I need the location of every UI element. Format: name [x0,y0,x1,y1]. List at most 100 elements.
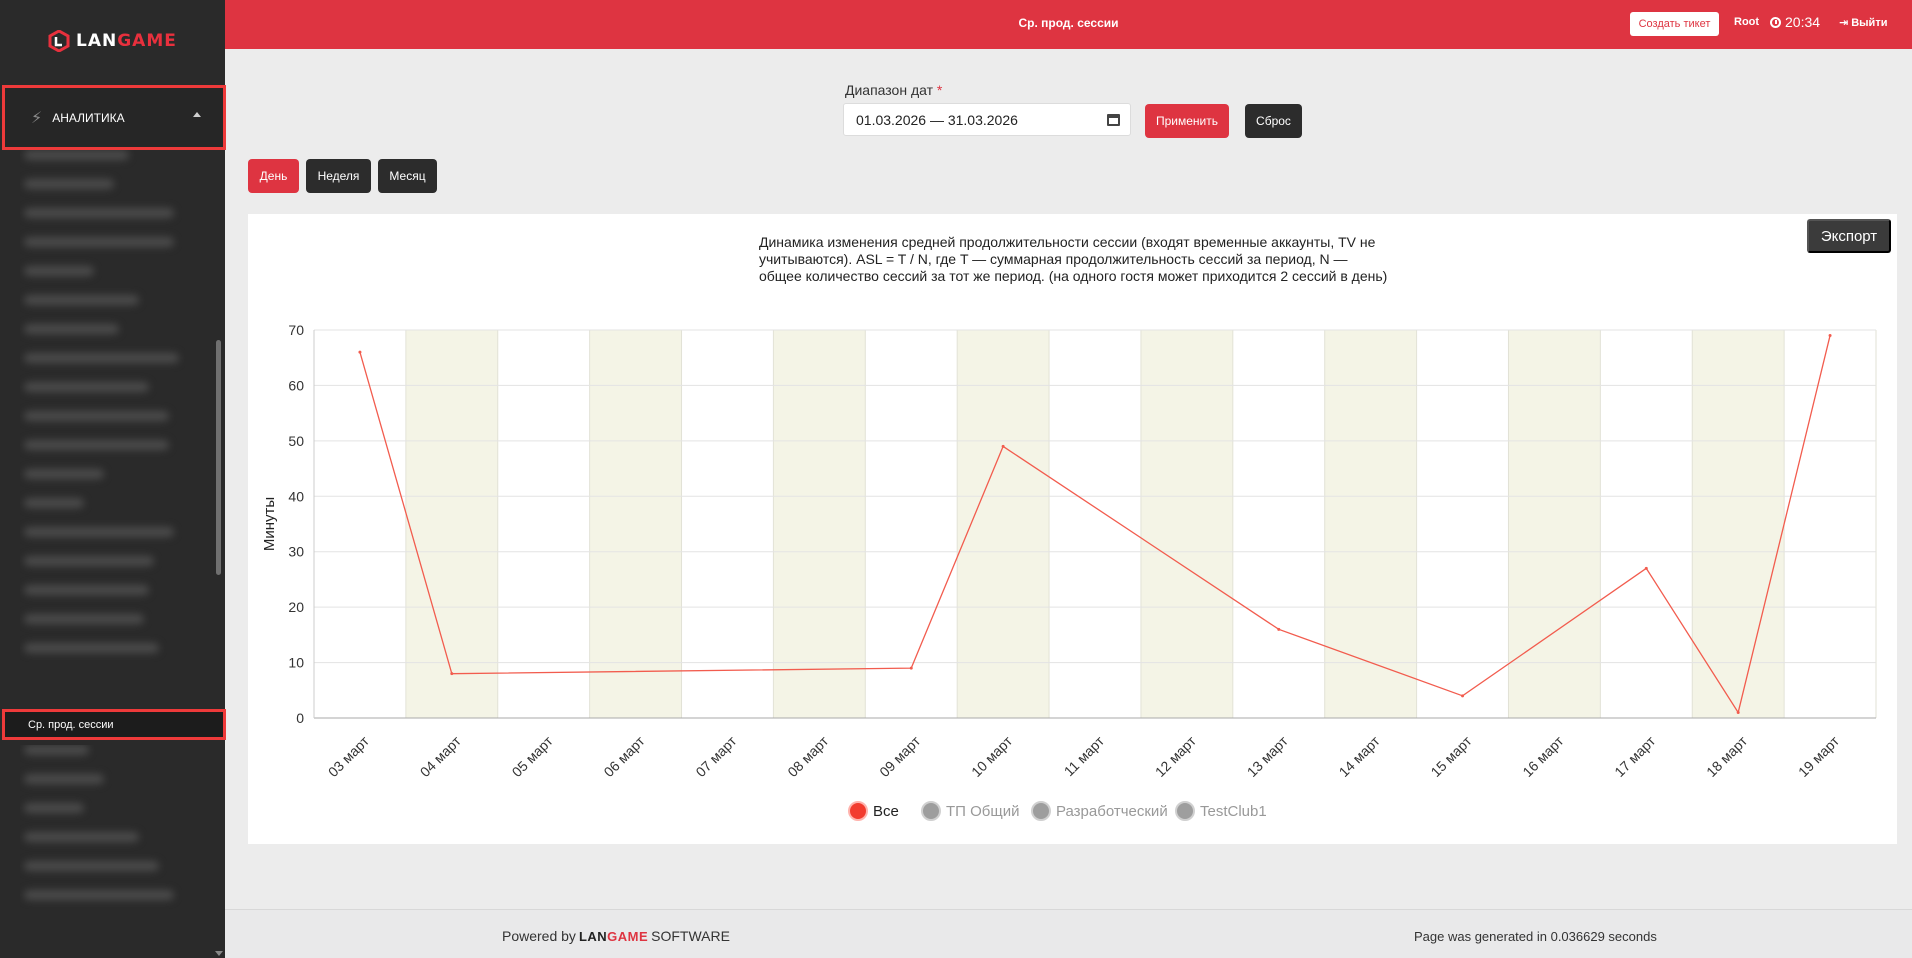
blurred-item [24,353,179,363]
logo-text-lan: LAN [76,31,118,51]
sidebar-blurred-items [20,150,185,700]
series-line-all [359,335,1831,715]
x-tick-label: 16 март [1519,732,1567,780]
y-tick-label: 60 [288,377,304,393]
blurred-item [24,237,174,247]
chart-band [1508,330,1601,718]
chart-band [773,330,866,718]
blurred-item [24,440,169,450]
header-clock: 20:34 [1770,14,1820,30]
logo-text-game: GAME [117,31,177,51]
calendar-icon[interactable] [1107,114,1120,126]
blurred-item [24,585,149,595]
blurred-item [24,861,159,871]
page-title: Ср. прод. сессии [1018,16,1119,30]
x-tick-label: 17 март [1611,732,1659,780]
data-point [450,672,454,676]
date-range-label: Диапазон дат * [845,82,942,98]
data-point [1736,710,1740,714]
footer-brand-lan: LAN [578,928,608,944]
footer-brand[interactable]: LANGAME [579,929,648,944]
logout-link[interactable]: ⇥ Выйти [1839,16,1888,30]
data-point [909,666,913,670]
chart-band [957,330,1050,718]
blurred-item [24,556,154,566]
legend-marker [1031,801,1051,821]
required-mark: * [936,82,943,98]
blurred-item [24,266,94,276]
user-name[interactable]: Root [1734,16,1760,28]
data-point [358,350,362,354]
y-tick-label: 40 [288,488,304,504]
data-point [1828,334,1832,338]
x-tick-label: 14 март [1336,732,1384,780]
apply-button[interactable]: Применить [1145,104,1229,138]
tab-month[interactable]: Месяц [378,159,437,193]
blurred-item [24,295,139,305]
x-tick-label: 19 март [1795,732,1843,780]
legend-marker [921,801,941,821]
y-tick-label: 70 [288,322,304,338]
powered-prefix: Powered by [502,928,576,944]
blurred-item [24,150,129,160]
blurred-item [24,324,119,334]
sidebar-item-avg-session[interactable]: Ср. прод. сессии [2,709,226,740]
powered-by: Powered by LANGAME SOFTWARE [502,928,730,944]
export-button[interactable]: Экспорт [1807,219,1891,253]
sidebar-section-analytics[interactable]: ⚡︎ АНАЛИТИКА [2,85,226,150]
y-tick-label: 0 [296,710,304,726]
date-range-label-text: Диапазон дат [845,82,934,98]
data-point [1001,444,1005,448]
chart-band [1140,330,1233,718]
x-tick-label: 09 март [876,732,924,780]
sidebar: LANGAME ⚡︎ АНАЛИТИКА Ср. прод. сессии [0,0,226,958]
reset-button[interactable]: Сброс [1245,104,1302,138]
y-axis-label: Минуты [261,497,278,551]
bolt-icon: ⚡︎ [31,109,43,127]
chart-band [1692,330,1785,718]
blurred-item [24,208,174,218]
legend-label: TestClub1 [1200,803,1267,820]
logout-label: Выйти [1851,16,1888,29]
scroll-down-arrow-icon[interactable] [215,951,223,956]
sidebar-item-label: Ср. прод. сессии [28,718,114,731]
legend-marker [848,801,868,821]
blurred-item [24,179,114,189]
chart-band [589,330,682,718]
top-header: Ср. прод. сессии Создать тикет Root 20:3… [225,0,1912,49]
chart-card [248,214,1897,844]
chart-description: Динамика изменения средней продолжительн… [759,234,1388,284]
session-length-chart: 0 10 20 30 40 50 60 70 Минуты 03 март 04 март 05 ма… [261,322,1877,821]
blurred-item [24,745,89,755]
blurred-item [24,643,159,653]
y-tick-label: 10 [288,655,304,671]
legend-label: ТП Общий [946,803,1019,820]
sidebar-blurred-items-lower [20,745,185,950]
sidebar-section-label: АНАЛИТИКА [52,110,125,125]
x-tick-label: 03 март [325,732,373,780]
x-tick-label: 06 март [600,732,648,780]
tab-day[interactable]: День [248,159,299,193]
sidebar-scrollbar[interactable] [216,340,221,575]
blurred-item [24,774,104,784]
logo[interactable]: LANGAME [48,30,177,52]
x-tick-label: 18 март [1703,732,1751,780]
x-tick-label: 07 март [692,732,740,780]
data-point [1461,694,1465,698]
y-tick-label: 50 [288,433,304,449]
date-range-value: 01.03.2026 — 31.03.2026 [856,111,1018,128]
data-point [1277,627,1281,631]
blurred-item [24,382,149,392]
caret-up-icon [193,112,201,117]
x-tick-label: 05 март [509,732,557,780]
create-ticket-button[interactable]: Создать тикет [1630,12,1719,36]
tab-week[interactable]: Неделя [306,159,371,193]
blurred-item [24,498,84,508]
legend-label: Все [873,803,899,820]
date-range-input[interactable]: 01.03.2026 — 31.03.2026 [843,103,1131,136]
blurred-item [24,469,104,479]
clock-time: 20:34 [1785,14,1821,30]
x-tick-label: 11 март [1061,732,1108,779]
x-tick-label: 12 март [1152,732,1200,780]
data-point [1644,566,1648,570]
